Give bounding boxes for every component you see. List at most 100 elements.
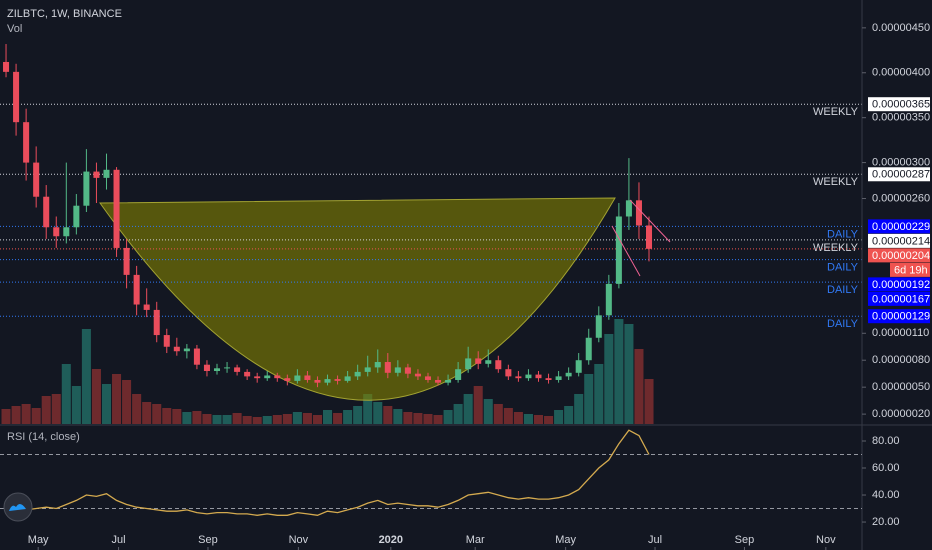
volume-bar	[202, 414, 212, 424]
candle-body	[103, 169, 110, 178]
volume-bar	[493, 404, 503, 424]
volume-bar	[222, 415, 232, 424]
y-tick-label: 0.00000350	[872, 112, 930, 124]
volume-bar	[21, 404, 31, 424]
level-label: 0.00000192	[872, 279, 930, 291]
candle-body	[465, 358, 472, 370]
x-tick-label: May	[555, 534, 576, 546]
volume-bar	[212, 415, 222, 424]
volume-bar	[322, 410, 333, 424]
y-tick-label: 0.00000260	[872, 192, 930, 204]
volume-bar	[142, 402, 152, 424]
y-tick-label: 0.00000400	[872, 67, 930, 79]
candle-body	[545, 378, 552, 380]
candle-body	[33, 162, 40, 197]
candle-body	[585, 337, 592, 361]
candle-body	[435, 379, 442, 383]
volume-bar	[403, 412, 413, 424]
candle-body	[63, 227, 70, 237]
volume-label: Vol	[7, 23, 22, 35]
volume-bar	[413, 413, 423, 424]
level-note: WEEKLY	[813, 242, 859, 254]
volume-bar	[503, 408, 513, 424]
volume-bar	[192, 411, 202, 424]
candle-body	[515, 376, 522, 379]
volume-bar	[282, 414, 292, 424]
level-label: 0.00000167	[872, 293, 930, 305]
volume-bar	[182, 412, 192, 424]
candle-body	[414, 373, 421, 377]
rsi-tick-label: 20.00	[872, 516, 900, 528]
volume-bar	[594, 364, 604, 424]
y-tick-label: 0.00000450	[872, 22, 930, 34]
volume-bar	[11, 406, 21, 424]
candle-body	[475, 358, 482, 364]
volume-bar	[624, 324, 634, 424]
candle-body	[213, 368, 221, 371]
level-box	[868, 219, 930, 234]
x-tick-label: Sep	[735, 534, 755, 546]
level-label: 0.00000214	[872, 235, 930, 247]
volume-bar	[91, 369, 101, 424]
candle-body	[133, 274, 140, 305]
volume-bar	[101, 384, 112, 424]
candle-body	[394, 367, 401, 373]
volume-bar	[343, 410, 353, 424]
candle-body	[495, 360, 502, 370]
rsi-title: RSI (14, close)	[7, 431, 80, 443]
x-tick-label: Mar	[466, 534, 485, 546]
candle-body	[73, 205, 80, 228]
candle-body	[334, 379, 341, 381]
trend-line	[611, 225, 641, 277]
candle-body	[274, 375, 281, 379]
volume-bar	[333, 413, 343, 424]
volume-bar	[302, 413, 312, 424]
level-box	[868, 97, 930, 112]
volume-bar	[564, 406, 574, 424]
candle-body	[83, 171, 90, 206]
volume-bar	[112, 374, 122, 424]
candle-body	[525, 374, 532, 379]
volume-bar	[634, 349, 644, 424]
candle-body	[625, 200, 632, 217]
candle-body	[505, 369, 512, 377]
y-tick-label: 0.00000080	[872, 354, 930, 366]
volume-bar	[373, 402, 383, 424]
y-tick-label: 0.00000020	[872, 408, 930, 420]
candle-body	[354, 371, 361, 377]
candle-body	[193, 348, 200, 365]
volume-bar	[363, 394, 373, 424]
level-note: WEEKLY	[813, 106, 859, 118]
volume-bar	[483, 399, 493, 424]
candle-body	[254, 376, 261, 379]
volume-bar	[122, 380, 132, 424]
volume-bar	[544, 416, 554, 424]
levels-layer: WEEKLY WEEKLY DAILY WEEKLY DAILY DAILY DAILY	[0, 103, 862, 330]
candle-body	[645, 225, 653, 249]
volume-bar	[132, 394, 142, 424]
level-box	[868, 291, 930, 306]
volume-bar	[152, 404, 162, 424]
level-label: 0.00000229	[872, 221, 930, 233]
level-label: 0.00000204	[872, 250, 930, 262]
volume-bar	[523, 414, 533, 424]
volume-bar	[584, 374, 594, 424]
candle-body	[595, 315, 602, 338]
volume-bar	[312, 415, 322, 424]
volume-bar	[262, 416, 272, 424]
chart-title: ZILBTC, 1W, BINANCE	[7, 8, 122, 20]
candle-body	[153, 309, 160, 336]
candle-body	[605, 283, 612, 316]
volume-bar	[443, 410, 453, 424]
candle-body	[535, 374, 542, 379]
candle-body	[224, 367, 231, 369]
rsi-tick-label: 40.00	[872, 489, 900, 501]
candle-body	[575, 360, 582, 373]
candle-body	[294, 375, 301, 381]
level-label: 0.00000287	[872, 169, 930, 181]
volume-bar	[423, 414, 433, 424]
candle-body	[555, 376, 562, 380]
volume-bar	[473, 386, 483, 424]
level-note: DAILY	[827, 228, 859, 240]
